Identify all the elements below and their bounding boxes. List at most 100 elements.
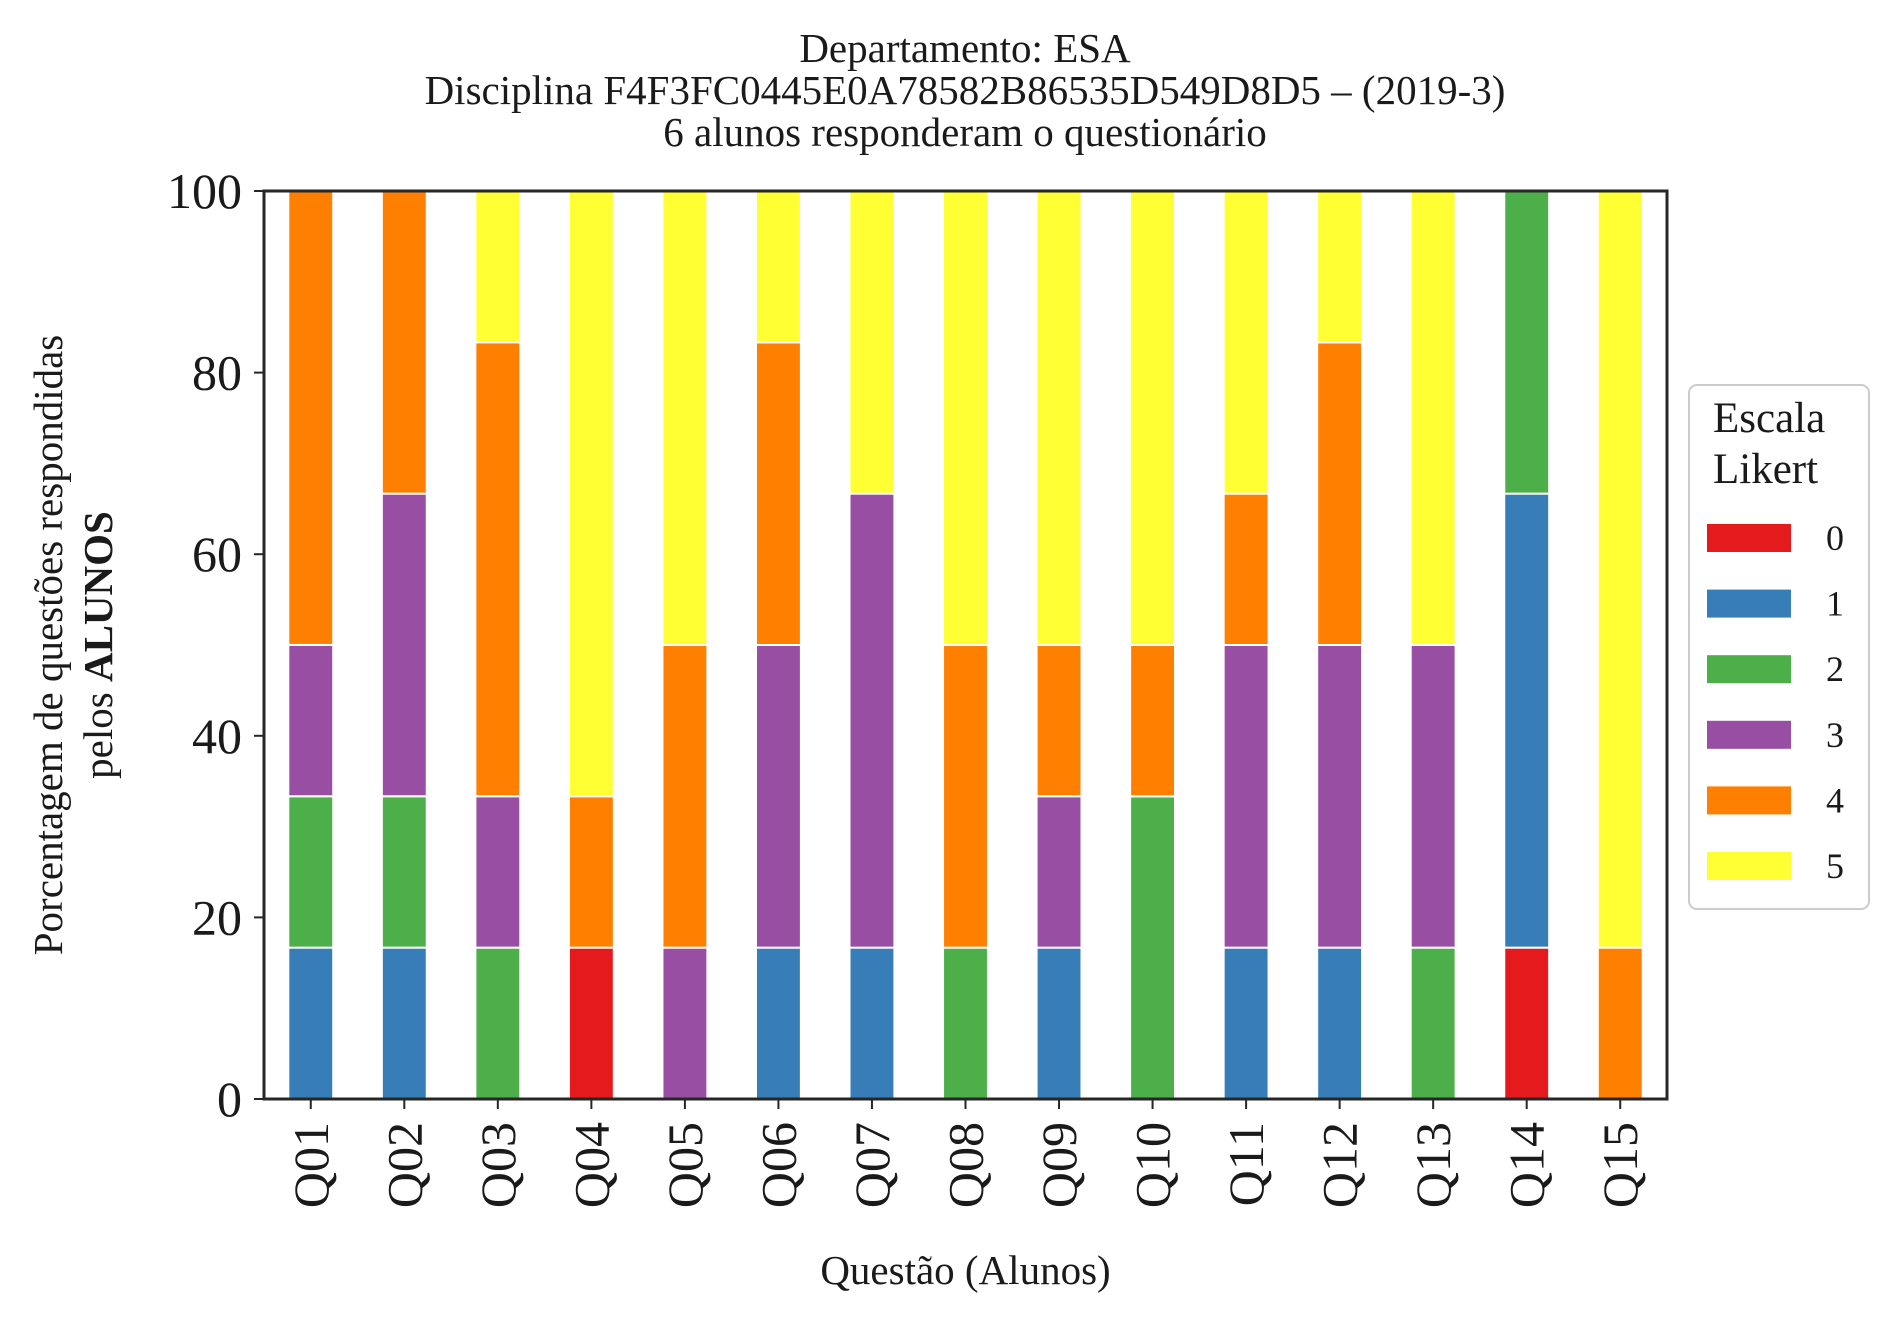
y-axis-ticks: 0 20 40 60 80 100 bbox=[167, 163, 264, 1127]
bar-segment-Q02-likert-3 bbox=[380, 492, 428, 798]
x-axis-ticks: Q01 Q02 Q03 Q04 Q05 Q06 Q07 Q08 Q09 Q10 Q11 Q12 Q13 Q… bbox=[283, 1099, 1648, 1208]
bar-segment-Q05-likert-4 bbox=[661, 644, 709, 949]
bar-segment-Q11-likert-4 bbox=[1222, 492, 1270, 647]
legend-label-1: 1 bbox=[1826, 584, 1844, 624]
x-axis-label: Questão (Alunos) bbox=[820, 1247, 1110, 1293]
bar-segment-Q12-likert-5 bbox=[1316, 190, 1364, 344]
bar-segment-Q14-likert-2 bbox=[1503, 190, 1551, 495]
bar-segment-Q02-likert-4 bbox=[380, 190, 428, 495]
bar-segment-Q11-likert-1 bbox=[1222, 946, 1270, 1101]
legend-swatch-0 bbox=[1707, 524, 1791, 552]
bar-segment-Q12-likert-4 bbox=[1316, 341, 1364, 646]
y-tick-label: 40 bbox=[192, 708, 242, 764]
legend-swatch-4 bbox=[1707, 786, 1791, 815]
y-tick-label: 80 bbox=[192, 345, 242, 401]
bar-segment-Q07-likert-3 bbox=[848, 492, 896, 949]
bar-segment-Q10-likert-4 bbox=[1129, 644, 1177, 798]
y-axis-label-line1: Porcentagem de questões respondidas bbox=[25, 335, 71, 956]
bar-segment-Q02-likert-2 bbox=[380, 795, 428, 949]
bar-segment-Q03-likert-3 bbox=[474, 795, 522, 949]
bar-segment-Q12-likert-3 bbox=[1316, 644, 1364, 949]
bar-segment-Q11-likert-5 bbox=[1222, 190, 1270, 495]
y-axis-label-prefix: pelos bbox=[75, 682, 121, 779]
y-tick-label: 60 bbox=[192, 526, 242, 582]
bar-segment-Q08-likert-2 bbox=[942, 946, 989, 1101]
x-tick-label-Q08: Q08 bbox=[938, 1122, 994, 1208]
x-tick-label-Q06: Q06 bbox=[750, 1122, 806, 1208]
bar-segment-Q15-likert-4 bbox=[1596, 946, 1644, 1101]
bar-segment-Q01-likert-4 bbox=[287, 189, 335, 646]
x-tick-label-Q02: Q02 bbox=[376, 1122, 432, 1208]
x-tick-label-Q13: Q13 bbox=[1405, 1122, 1461, 1208]
x-tick-label-Q14: Q14 bbox=[1499, 1122, 1555, 1208]
bars bbox=[287, 189, 1644, 1101]
bar-segment-Q09-likert-4 bbox=[1035, 643, 1083, 798]
bar-segment-Q11-likert-3 bbox=[1222, 644, 1270, 949]
bar-segment-Q09-likert-1 bbox=[1035, 946, 1083, 1101]
x-tick-label-Q09: Q09 bbox=[1031, 1122, 1087, 1208]
x-tick-label-Q15: Q15 bbox=[1592, 1122, 1648, 1208]
bar-segment-Q13-likert-3 bbox=[1409, 644, 1457, 949]
bar-segment-Q03-likert-2 bbox=[474, 946, 522, 1101]
bar-segment-Q03-likert-5 bbox=[474, 189, 522, 344]
bar-segment-Q06-likert-1 bbox=[754, 946, 802, 1101]
bar-segment-Q06-likert-4 bbox=[754, 341, 802, 646]
y-tick-label: 0 bbox=[217, 1071, 242, 1127]
bar-segment-Q02-likert-1 bbox=[380, 946, 428, 1101]
bar-segment-Q09-likert-5 bbox=[1035, 189, 1083, 646]
bar-segment-Q05-likert-3 bbox=[661, 946, 709, 1101]
bar-segment-Q01-likert-1 bbox=[287, 946, 335, 1101]
y-axis-label-line2: pelos ALUNOS bbox=[75, 511, 121, 779]
bar-segment-Q08-likert-4 bbox=[942, 644, 989, 949]
x-tick-label-Q12: Q12 bbox=[1312, 1122, 1368, 1208]
bar-segment-Q04-likert-0 bbox=[567, 946, 615, 1101]
bar-segment-Q05-likert-5 bbox=[661, 190, 709, 646]
legend-box bbox=[1688, 384, 1870, 910]
x-tick-label-Q10: Q10 bbox=[1125, 1122, 1181, 1208]
legend-swatch-3 bbox=[1707, 720, 1791, 749]
legend-swatch-5 bbox=[1707, 852, 1791, 880]
bar-segment-Q14-likert-1 bbox=[1503, 492, 1551, 949]
legend-label-2: 2 bbox=[1826, 649, 1844, 689]
legend-swatch-2 bbox=[1707, 655, 1791, 684]
x-tick-label-Q01: Q01 bbox=[283, 1122, 339, 1208]
legend-title-line-2: Likert bbox=[1713, 446, 1818, 493]
bar-segment-Q12-likert-1 bbox=[1316, 946, 1364, 1101]
legend-label-3: 3 bbox=[1826, 715, 1844, 755]
x-tick-label-Q07: Q07 bbox=[844, 1122, 900, 1208]
x-tick-label-Q03: Q03 bbox=[470, 1122, 526, 1208]
legend-title-line-1: Escala bbox=[1713, 395, 1825, 442]
y-tick-label: 20 bbox=[192, 889, 242, 945]
legend-label-0: 0 bbox=[1826, 518, 1844, 558]
bar-segment-Q13-likert-5 bbox=[1409, 190, 1457, 646]
bar-segment-Q03-likert-4 bbox=[474, 341, 522, 798]
chart-title-line-2: Disciplina F4F3FC0445E0A78582B86535D549D… bbox=[425, 67, 1506, 113]
x-tick-label-Q04: Q04 bbox=[563, 1122, 619, 1208]
x-tick-label-Q11: Q11 bbox=[1218, 1122, 1274, 1206]
bar-segment-Q10-likert-2 bbox=[1129, 795, 1177, 1100]
chart-title-line-1: Departamento: ESA bbox=[799, 25, 1131, 71]
legend-swatch-1 bbox=[1707, 589, 1791, 618]
bar-segment-Q07-likert-1 bbox=[848, 946, 896, 1101]
bar-segment-Q06-likert-3 bbox=[754, 644, 802, 949]
x-tick-label-Q05: Q05 bbox=[657, 1122, 713, 1208]
chart-title-line-3: 6 alunos responderam o questionário bbox=[663, 109, 1266, 155]
y-axis-label-bold: ALUNOS bbox=[75, 511, 121, 682]
y-axis-label: Porcentagem de questões respondidas pelo… bbox=[25, 335, 121, 956]
bar-segment-Q04-likert-5 bbox=[567, 189, 615, 798]
bar-segment-Q01-likert-3 bbox=[287, 643, 335, 798]
bar-segment-Q14-likert-0 bbox=[1503, 946, 1551, 1101]
bar-segment-Q07-likert-5 bbox=[848, 190, 896, 495]
y-tick-label: 100 bbox=[167, 163, 242, 219]
legend-label-4: 4 bbox=[1826, 780, 1844, 820]
bar-segment-Q08-likert-5 bbox=[942, 190, 989, 646]
bar-segment-Q09-likert-3 bbox=[1035, 795, 1083, 949]
bar-segment-Q01-likert-2 bbox=[287, 795, 335, 949]
legend-label-5: 5 bbox=[1826, 846, 1844, 886]
bar-segment-Q04-likert-4 bbox=[567, 795, 615, 949]
bar-segment-Q13-likert-2 bbox=[1409, 946, 1457, 1101]
bar-segment-Q10-likert-5 bbox=[1129, 190, 1177, 646]
